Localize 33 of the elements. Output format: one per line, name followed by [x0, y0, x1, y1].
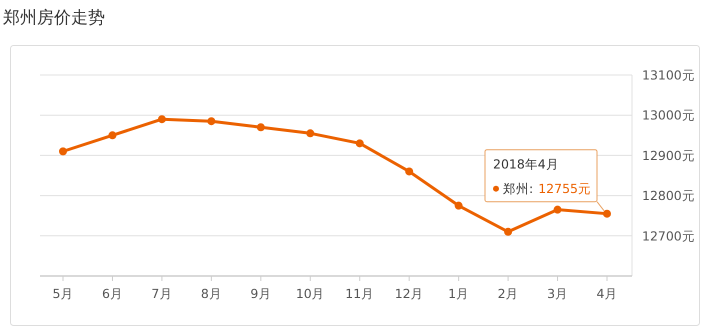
point [59, 147, 67, 156]
x-tick-label: 8月 [200, 286, 222, 301]
y-tick-label: 12800元 [642, 188, 695, 204]
x-tick-label: 3月 [547, 286, 568, 301]
point [158, 115, 166, 124]
point [356, 139, 364, 148]
chart-title: 郑州房价走势 [3, 8, 105, 28]
x-tick-label: 7月 [151, 286, 172, 301]
legend-label: 郑州: [503, 181, 534, 196]
point [405, 167, 414, 176]
point [207, 117, 216, 126]
x-tick-label: 4月 [596, 286, 618, 301]
data-label: 12755元 [538, 181, 591, 196]
x-tick-label: 1月 [448, 286, 470, 301]
point [108, 131, 116, 140]
x-tick-label: 6月 [102, 286, 123, 301]
point [454, 202, 463, 210]
x-tick-label: 5月 [52, 286, 74, 301]
x-tick-label: 11月 [345, 286, 374, 301]
y-tick-label: 13000元 [642, 108, 695, 123]
point [504, 228, 512, 236]
y-tick-label: 12700元 [642, 228, 695, 244]
x-tick-label: 10月 [296, 286, 325, 301]
x-tick-label: 12月 [394, 286, 424, 301]
y-tick-label: 13100元 [642, 68, 695, 82]
y-tick-label: 12900元 [642, 148, 695, 163]
x-tick-label: 9月 [250, 286, 272, 301]
point [306, 129, 314, 138]
point [256, 123, 265, 132]
x-tick-label: 2月 [498, 286, 519, 301]
point [603, 210, 611, 218]
annotation: 2018年4月 [493, 156, 559, 172]
point [554, 206, 562, 214]
